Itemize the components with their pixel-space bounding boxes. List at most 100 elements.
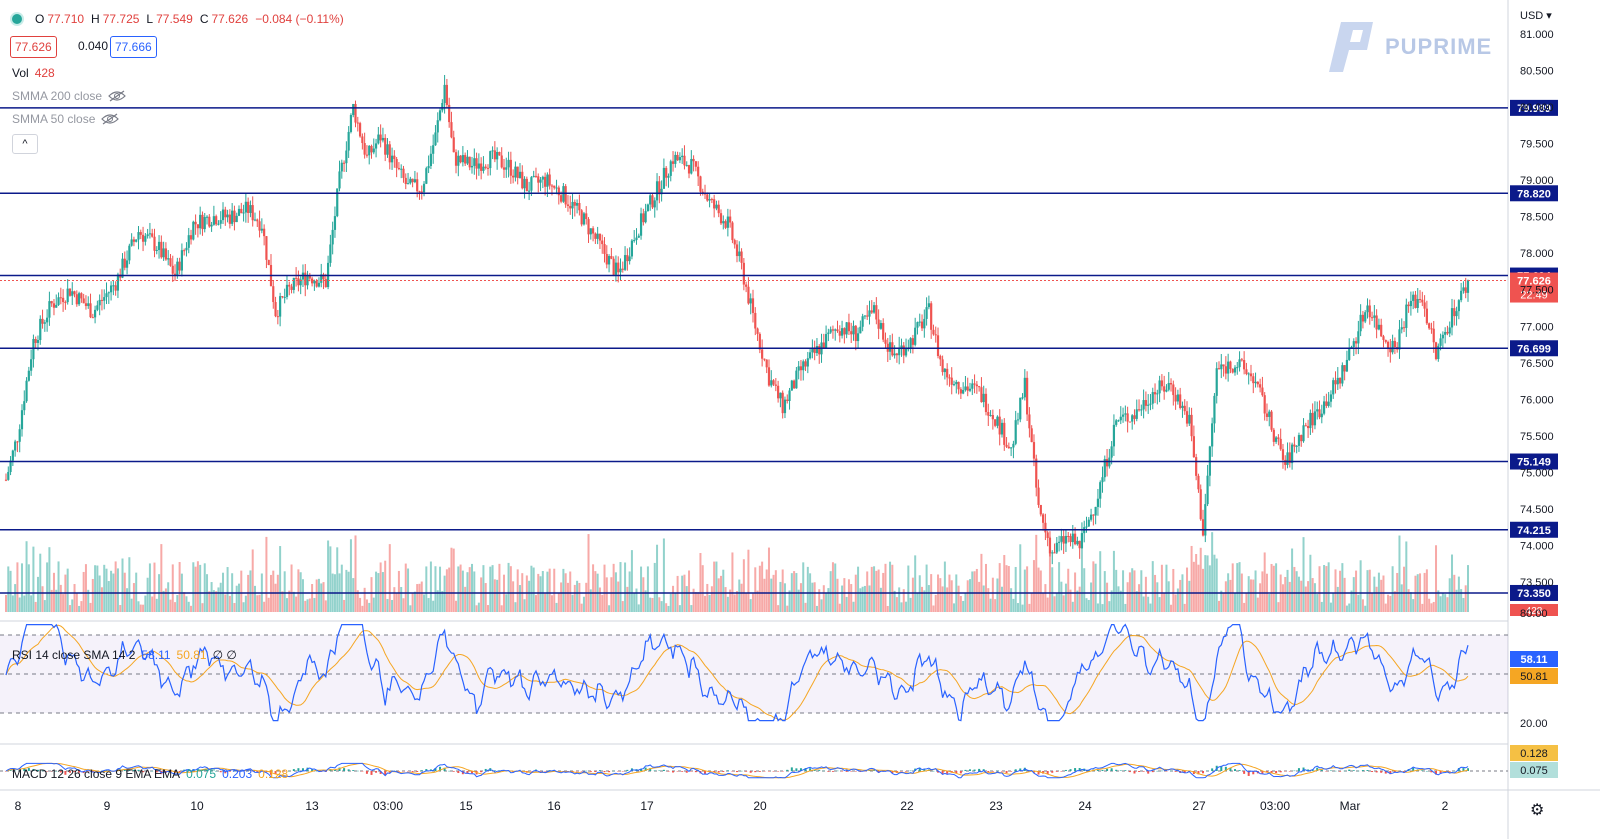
candle-body[interactable] xyxy=(491,150,494,152)
candle-body[interactable] xyxy=(395,159,398,168)
candle-body[interactable] xyxy=(237,208,241,216)
candle-body[interactable] xyxy=(1005,444,1008,447)
candle-body[interactable] xyxy=(946,368,949,378)
candle-body[interactable] xyxy=(1425,308,1428,324)
candle-body[interactable] xyxy=(539,179,542,183)
candle-body[interactable] xyxy=(1160,380,1163,387)
candle-body[interactable] xyxy=(987,412,990,416)
candle-body[interactable] xyxy=(943,368,946,373)
candle-body[interactable] xyxy=(59,297,62,299)
candle-body[interactable] xyxy=(710,199,713,201)
time-axis[interactable]: 8 9 10 13 03:00 15 16 17 20 22 23 24 27 03:00 Mar 2 xyxy=(15,799,1449,813)
candle-body[interactable] xyxy=(1409,300,1412,307)
candle-body[interactable] xyxy=(845,322,848,335)
candle-body[interactable] xyxy=(1437,345,1440,360)
candle-body[interactable] xyxy=(1026,377,1029,415)
candle-body[interactable] xyxy=(34,338,37,343)
candle-body[interactable] xyxy=(404,177,407,184)
candle-body[interactable] xyxy=(1382,336,1385,340)
candle-body[interactable] xyxy=(1354,341,1358,344)
candle-body[interactable] xyxy=(137,232,140,240)
candle-body[interactable] xyxy=(717,204,720,214)
candle-body[interactable] xyxy=(1240,359,1243,361)
candle-body[interactable] xyxy=(1377,324,1381,330)
candle-body[interactable] xyxy=(459,155,462,163)
candle-body[interactable] xyxy=(1252,376,1255,384)
candle-body[interactable] xyxy=(224,209,227,218)
candle-body[interactable] xyxy=(1460,290,1463,301)
candle-body[interactable] xyxy=(381,137,385,141)
candle-body[interactable] xyxy=(1101,477,1104,483)
candle-body[interactable] xyxy=(589,228,592,235)
candle-body[interactable] xyxy=(1204,504,1207,536)
candle-body[interactable] xyxy=(528,190,531,192)
candle-body[interactable] xyxy=(516,166,519,178)
candle-body[interactable] xyxy=(123,258,126,268)
candle-body[interactable] xyxy=(155,249,158,251)
candle-body[interactable] xyxy=(1398,329,1401,350)
candle-body[interactable] xyxy=(818,346,821,355)
candle-body[interactable] xyxy=(1185,411,1189,424)
candle-body[interactable] xyxy=(1286,452,1289,465)
candle-body[interactable] xyxy=(838,331,841,336)
candle-body[interactable] xyxy=(4,479,8,481)
candle-body[interactable] xyxy=(114,285,117,291)
candle-body[interactable] xyxy=(617,262,620,273)
candle-body[interactable] xyxy=(925,307,928,319)
candle-body[interactable] xyxy=(1336,377,1339,385)
candle-body[interactable] xyxy=(265,236,268,260)
candle-body[interactable] xyxy=(1064,535,1068,544)
candle-body[interactable] xyxy=(464,155,467,164)
candle-body[interactable] xyxy=(1231,369,1234,373)
candle-body[interactable] xyxy=(1405,304,1408,328)
candle-body[interactable] xyxy=(1434,342,1438,360)
candle-body[interactable] xyxy=(861,316,864,327)
candle-body[interactable] xyxy=(1386,341,1390,349)
candle-body[interactable] xyxy=(1428,323,1431,329)
candle-body[interactable] xyxy=(1183,405,1186,412)
candle-body[interactable] xyxy=(281,296,284,298)
candle-body[interactable] xyxy=(1453,308,1456,317)
candle-body[interactable] xyxy=(1302,425,1305,442)
candle-body[interactable] xyxy=(532,175,535,178)
candle-body[interactable] xyxy=(612,258,615,275)
candle-body[interactable] xyxy=(553,185,556,188)
candle-body[interactable] xyxy=(582,213,586,225)
candle-body[interactable] xyxy=(1464,287,1467,293)
candle-body[interactable] xyxy=(827,332,830,335)
candle-body[interactable] xyxy=(1279,438,1282,450)
candle-body[interactable] xyxy=(628,256,631,262)
candle-body[interactable] xyxy=(1448,327,1451,334)
candle-body[interactable] xyxy=(984,393,988,413)
candle-body[interactable] xyxy=(1265,413,1269,417)
candle-body[interactable] xyxy=(790,380,793,391)
candle-body[interactable] xyxy=(432,145,435,154)
candle-body[interactable] xyxy=(1137,409,1141,411)
candle-body[interactable] xyxy=(260,228,263,231)
candle-body[interactable] xyxy=(434,132,437,146)
candle-body[interactable] xyxy=(1179,394,1182,408)
candle-body[interactable] xyxy=(813,348,816,354)
candle-body[interactable] xyxy=(105,293,108,298)
candle-body[interactable] xyxy=(809,352,812,359)
candle-body[interactable] xyxy=(649,195,652,205)
candle-body[interactable] xyxy=(1268,411,1271,417)
candle-body[interactable] xyxy=(16,441,19,443)
candle-body[interactable] xyxy=(671,161,675,164)
candle-body[interactable] xyxy=(749,298,752,304)
candle-body[interactable] xyxy=(1073,533,1077,545)
candle-body[interactable] xyxy=(952,384,956,386)
candle-body[interactable] xyxy=(662,167,665,189)
candle-body[interactable] xyxy=(338,171,341,189)
candle-body[interactable] xyxy=(601,240,604,245)
candle-body[interactable] xyxy=(1457,300,1460,312)
candle-body[interactable] xyxy=(950,377,953,385)
candle-body[interactable] xyxy=(57,297,60,305)
rsi-line[interactable] xyxy=(5,623,1469,722)
candle-body[interactable] xyxy=(475,158,478,169)
candle-body[interactable] xyxy=(1370,317,1374,319)
volume-legend[interactable]: Vol 428 xyxy=(12,66,55,80)
candle-body[interactable] xyxy=(242,212,245,214)
candle-body[interactable] xyxy=(441,102,444,111)
candle-body[interactable] xyxy=(719,213,723,224)
